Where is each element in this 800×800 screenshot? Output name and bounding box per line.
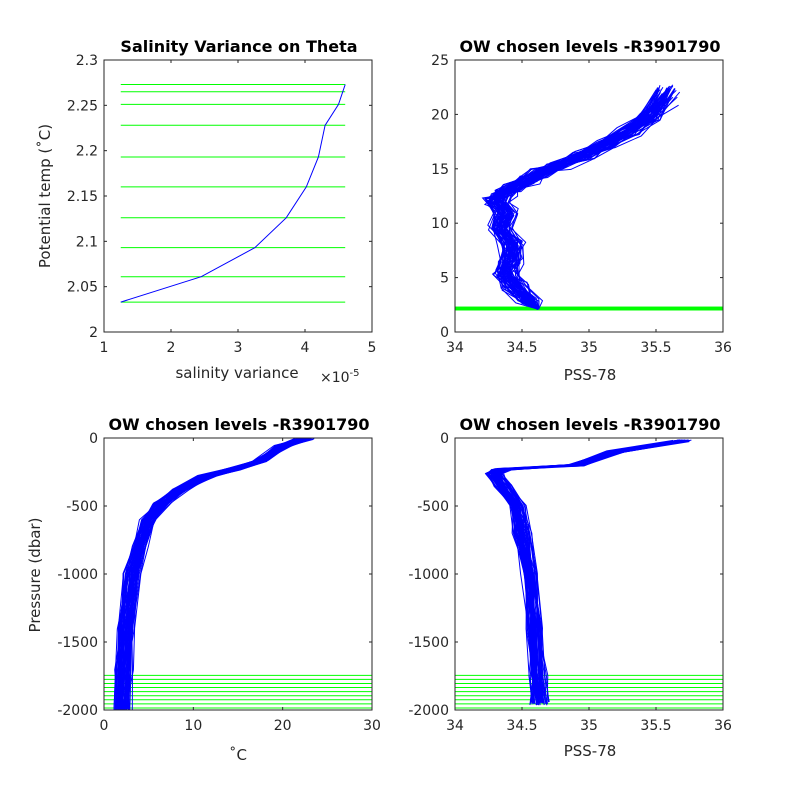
profile-line xyxy=(492,440,683,703)
x-tick-label: 10 xyxy=(184,718,202,734)
plot-area xyxy=(455,439,723,710)
y-tick-label: -2000 xyxy=(408,703,449,719)
y-tick-label: -1500 xyxy=(408,635,449,651)
y-tick-label: -1500 xyxy=(57,635,98,651)
x-tick-label: 36 xyxy=(714,718,732,734)
y-tick-label: -500 xyxy=(417,499,449,515)
x-tick-label: 2 xyxy=(167,340,176,356)
plot-area xyxy=(104,438,372,710)
panel-tr-xlabel: PSS-78 xyxy=(564,366,617,384)
x-tick-label: 1 xyxy=(100,340,109,356)
x-tick-label: 35 xyxy=(580,718,598,734)
x-tick-label: 36 xyxy=(714,340,732,356)
x-tick-label: 4 xyxy=(301,340,310,356)
y-tick-label: 0 xyxy=(440,325,449,341)
panel-tl-x-exponent-power: -5 xyxy=(350,368,360,379)
y-tick-label: -2000 xyxy=(57,703,98,719)
x-tick-label: 35 xyxy=(580,340,598,356)
y-tick-label: -1000 xyxy=(57,567,98,583)
y-tick-label: 2.25 xyxy=(67,98,98,114)
y-tick-label: 2.3 xyxy=(76,53,98,69)
x-tick-label: 3 xyxy=(234,340,243,356)
panel-tl-ylabel: Potential temp (˚C) xyxy=(36,124,54,268)
x-tick-label: 30 xyxy=(363,718,381,734)
x-tick-label: 5 xyxy=(368,340,377,356)
y-tick-label: 2 xyxy=(89,325,98,341)
profile-line xyxy=(495,440,685,704)
y-tick-label: 25 xyxy=(431,53,449,69)
profile-line xyxy=(125,438,307,710)
x-tick-label: 0 xyxy=(100,718,109,734)
profile-line xyxy=(498,85,674,310)
profile-line xyxy=(494,93,663,310)
y-tick-label: 2.2 xyxy=(76,144,98,160)
y-tick-label: -500 xyxy=(66,499,98,515)
profile-line xyxy=(508,91,681,310)
y-tick-label: 2.15 xyxy=(67,189,98,205)
y-tick-label: 20 xyxy=(431,107,449,123)
y-tick-label: 2.05 xyxy=(67,280,98,296)
panel-ow-temperature-pressure: OW chosen levels -R3901790 0 10 20 30 -2000 -… xyxy=(26,415,381,764)
panel-tl-title: Salinity Variance on Theta xyxy=(120,37,357,56)
x-tick-label: 35.5 xyxy=(640,340,671,356)
panel-br-title: OW chosen levels -R3901790 xyxy=(459,415,720,434)
y-tick-label: -1000 xyxy=(408,567,449,583)
panel-tr-title: OW chosen levels -R3901790 xyxy=(459,37,720,56)
panel-tr-plot: 34 34.5 35 35.5 36 0 5 10 15 20 25 xyxy=(431,53,732,356)
y-tick-label: 0 xyxy=(440,431,449,447)
x-tick-label: 34.5 xyxy=(506,340,537,356)
y-tick-label: 15 xyxy=(431,162,449,178)
panel-bl-xlabel: ˚C xyxy=(229,746,247,764)
profile-line xyxy=(120,84,346,303)
x-tick-label: 20 xyxy=(274,718,292,734)
x-tick-label: 34 xyxy=(446,718,464,734)
panel-tl-x-exponent: ×10-5 xyxy=(320,368,360,386)
panel-ow-salinity-pressure: OW chosen levels -R3901790 34 34.5 35 35.5 3… xyxy=(408,415,732,760)
profile-line xyxy=(488,87,658,310)
panel-br-xlabel: PSS-78 xyxy=(564,742,617,760)
y-tick-label: 0 xyxy=(89,431,98,447)
panel-salinity-variance: Salinity Variance on Theta 1 2 3 4 522.052.1… xyxy=(36,37,376,386)
panel-bl-title: OW chosen levels -R3901790 xyxy=(108,415,369,434)
plot-area xyxy=(120,83,346,303)
profile-line xyxy=(492,98,670,310)
panel-tl-x-exponent-base: ×10 xyxy=(320,370,350,386)
plot-area xyxy=(455,84,723,311)
x-tick-label: 34 xyxy=(446,340,464,356)
y-tick-label: 2.1 xyxy=(76,234,98,250)
panel-tl-plot: 1 2 3 4 522.052.12.152.22.252.3 xyxy=(67,53,377,356)
panel-ow-salinity-theta: OW chosen levels -R3901790 34 34.5 35 35.5 3… xyxy=(431,37,732,384)
x-tick-label: 34.5 xyxy=(506,718,537,734)
profile-line xyxy=(120,439,306,710)
profile-line xyxy=(496,439,684,703)
panel-bl-ylabel: Pressure (dbar) xyxy=(26,518,44,633)
panel-br-plot: 34 34.5 35 35.5 36 -2000 -1500 -1000 -500 0 xyxy=(408,431,732,734)
y-tick-label: 5 xyxy=(440,271,449,287)
panel-bl-plot: 0 10 20 30 -2000 -1500 -1000 -500 0 xyxy=(57,431,381,734)
y-tick-label: 10 xyxy=(431,216,449,232)
profile-line xyxy=(498,440,688,705)
x-tick-label: 35.5 xyxy=(640,718,671,734)
profile-line xyxy=(504,88,676,310)
panel-tl-xlabel: salinity variance xyxy=(175,364,298,382)
